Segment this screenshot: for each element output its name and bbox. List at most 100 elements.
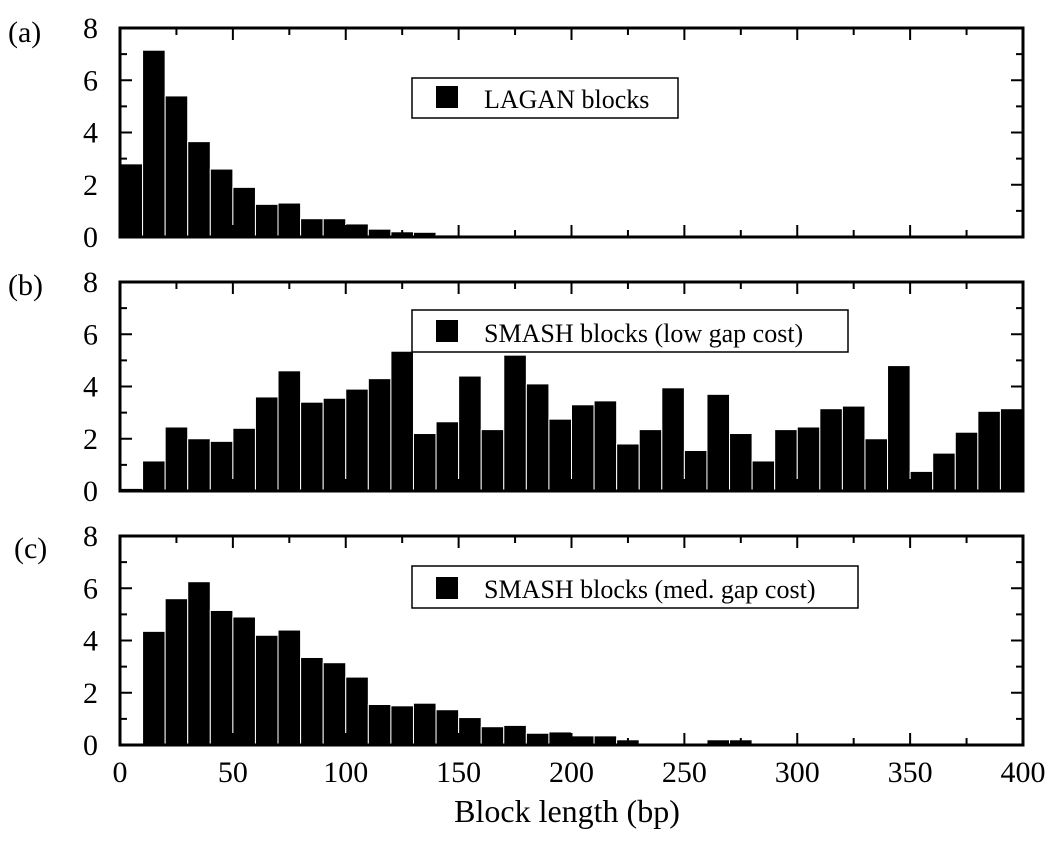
y-tick-label-c-1: 2 xyxy=(83,677,98,710)
bar-a-4 xyxy=(209,168,234,238)
x-tick-label-0: 0 xyxy=(113,756,128,789)
panel-a-frame xyxy=(118,26,1025,239)
bar-c-3 xyxy=(209,609,234,746)
legend-b-box xyxy=(411,309,849,353)
bar-b-5 xyxy=(232,427,256,492)
bar-c-15 xyxy=(480,726,505,746)
legend-c-swatch xyxy=(436,577,458,599)
x-tick-labels: 0 50 100 150 200 250 300 350 400 xyxy=(113,756,1046,789)
bar-b-7 xyxy=(277,370,302,492)
panel-label-c: (c) xyxy=(14,532,47,565)
panel-label-b: (b) xyxy=(8,269,43,302)
x-tick-label-3: 150 xyxy=(436,756,481,789)
bar-b-18 xyxy=(525,383,550,492)
x-tick-label-8: 400 xyxy=(1001,756,1046,789)
bar-a-9 xyxy=(322,218,347,238)
x-tick-label-7: 350 xyxy=(888,756,933,789)
x-tick-label-6: 300 xyxy=(775,756,820,789)
bar-b-32 xyxy=(841,405,866,492)
bar-b-24 xyxy=(661,387,685,492)
x-tick-label-1: 50 xyxy=(218,756,248,789)
panel-b: (b) 0 2 4 6 8 SMASH blocks (low gap cost) xyxy=(8,266,1025,508)
bar-b-13 xyxy=(412,433,437,492)
bar-b-37 xyxy=(954,431,979,492)
y-tick-label-b-4: 8 xyxy=(83,266,98,299)
bar-a-8 xyxy=(300,218,324,238)
bar-a-5 xyxy=(232,186,256,238)
bar-c-5 xyxy=(254,634,279,746)
bar-c-1 xyxy=(164,598,189,746)
bar-b-1 xyxy=(142,460,166,492)
bar-b-8 xyxy=(300,401,324,492)
bar-b-29 xyxy=(774,429,798,492)
bar-c-7 xyxy=(300,656,324,746)
y-tick-label-b-2: 4 xyxy=(83,371,98,404)
bar-c-17 xyxy=(525,732,550,746)
y-tick-label-a-2: 4 xyxy=(83,117,98,150)
y-tick-label-a-3: 6 xyxy=(83,64,98,97)
bar-a-0 xyxy=(119,163,144,238)
bar-c-14 xyxy=(458,717,482,746)
y-tick-label-b-3: 6 xyxy=(83,318,98,351)
legend-a-swatch xyxy=(436,86,458,108)
x-tick-label-2: 100 xyxy=(323,756,368,789)
bar-b-25 xyxy=(683,450,708,492)
x-axis-label: Block length (bp) xyxy=(454,793,680,829)
panel-label-a: (a) xyxy=(8,16,41,49)
bar-b-21 xyxy=(593,400,618,492)
legend-b-label: SMASH blocks (low gap cost) xyxy=(484,319,803,348)
bar-c-18 xyxy=(548,731,572,746)
bar-b-14 xyxy=(435,421,460,492)
bar-b-34 xyxy=(887,365,911,492)
bar-b-22 xyxy=(616,443,640,492)
bar-b-27 xyxy=(729,433,753,492)
panel-c-bars xyxy=(142,581,753,746)
bar-a-2 xyxy=(164,95,189,238)
panel-b-frame xyxy=(118,280,1025,493)
panel-a: (a) 0 2 4 6 8 LAGAN blocks xyxy=(8,12,1025,254)
bar-b-38 xyxy=(977,410,1001,492)
legend-b: SMASH blocks (low gap cost) xyxy=(411,309,849,353)
bar-b-15 xyxy=(458,375,482,492)
bar-b-19 xyxy=(548,418,572,492)
bar-b-20 xyxy=(571,404,595,492)
bar-b-2 xyxy=(164,426,189,492)
bar-c-10 xyxy=(367,704,392,746)
bar-b-3 xyxy=(187,438,211,492)
bar-b-28 xyxy=(751,460,776,492)
y-tick-label-b-1: 2 xyxy=(83,423,98,456)
x-tick-label-5: 250 xyxy=(662,756,707,789)
bar-c-12 xyxy=(412,702,437,746)
bar-b-35 xyxy=(909,470,934,492)
bar-c-6 xyxy=(277,629,302,746)
legend-c-box xyxy=(411,565,859,609)
bar-a-6 xyxy=(254,203,279,238)
legend-b-swatch xyxy=(436,320,458,342)
bar-a-10 xyxy=(345,223,369,238)
bar-a-3 xyxy=(187,141,211,238)
bar-a-1 xyxy=(142,49,166,238)
bar-c-9 xyxy=(345,676,369,746)
legend-a: LAGAN blocks xyxy=(411,77,679,119)
bar-b-33 xyxy=(864,438,889,492)
bar-c-8 xyxy=(322,662,347,746)
bar-b-39 xyxy=(999,408,1024,492)
y-tick-label-b-0: 0 xyxy=(83,475,98,508)
panel-c: (c) 0 2 4 6 8 SMASH blocks (med. gap cost) 0… xyxy=(14,520,1046,789)
y-tick-label-c-4: 8 xyxy=(83,520,98,553)
panel-b-bars xyxy=(119,350,1024,492)
bar-b-26 xyxy=(706,393,731,492)
y-tick-label-a-0: 0 xyxy=(83,221,98,254)
bar-b-16 xyxy=(480,429,505,492)
bar-b-12 xyxy=(390,350,414,492)
bar-b-9 xyxy=(322,397,347,492)
panel-c-frame xyxy=(118,534,1025,747)
y-tick-label-c-3: 6 xyxy=(83,572,98,605)
bar-b-30 xyxy=(796,426,821,492)
legend-a-label: LAGAN blocks xyxy=(484,85,649,114)
bar-c-13 xyxy=(435,709,460,746)
x-tick-label-4: 200 xyxy=(549,756,594,789)
bar-c-4 xyxy=(232,616,256,746)
bar-b-36 xyxy=(932,452,956,492)
